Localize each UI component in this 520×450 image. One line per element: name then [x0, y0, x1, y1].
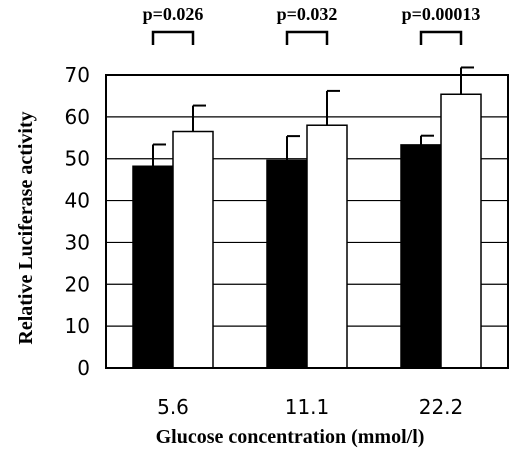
x-tick-labels: 5.6 11.1 22.2 — [157, 395, 463, 419]
p-value-label: p=0.032 — [277, 4, 338, 24]
significance-bracket — [419, 30, 463, 45]
y-tick-label: 40 — [65, 189, 90, 213]
y-tick-label: 30 — [65, 230, 90, 254]
y-tick-label: 70 — [65, 63, 90, 87]
bar-white — [172, 130, 214, 369]
error-bars — [152, 66, 474, 167]
y-tick-label: 10 — [65, 314, 90, 338]
x-tick-label: 11.1 — [285, 395, 330, 419]
p-value-label: p=0.026 — [143, 4, 204, 24]
x-axis-label: Glucose concentration (mmol/l) — [156, 426, 425, 448]
p-value-label: p=0.00013 — [402, 4, 481, 24]
plot-frame — [105, 74, 509, 369]
bar-black — [266, 159, 308, 369]
y-tick-label: 60 — [65, 105, 90, 129]
y-tick-label: 50 — [65, 147, 90, 171]
x-tick-label: 5.6 — [157, 395, 189, 419]
y-tick-labels: 0 10 20 30 40 50 60 70 — [65, 63, 90, 380]
x-tick-label: 22.2 — [419, 395, 464, 419]
significance-bracket — [285, 30, 329, 45]
bar-black — [132, 165, 174, 369]
significance-annotations: p=0.026 p=0.032 p=0.00013 — [143, 4, 481, 45]
bar-black — [400, 144, 442, 369]
bar-white — [440, 93, 482, 369]
y-axis-label: Relative Luciferase activity — [15, 111, 37, 344]
bar-white — [306, 124, 348, 369]
significance-bracket — [151, 30, 195, 45]
y-tick-label: 0 — [77, 356, 90, 380]
y-tick-label: 20 — [65, 272, 90, 296]
